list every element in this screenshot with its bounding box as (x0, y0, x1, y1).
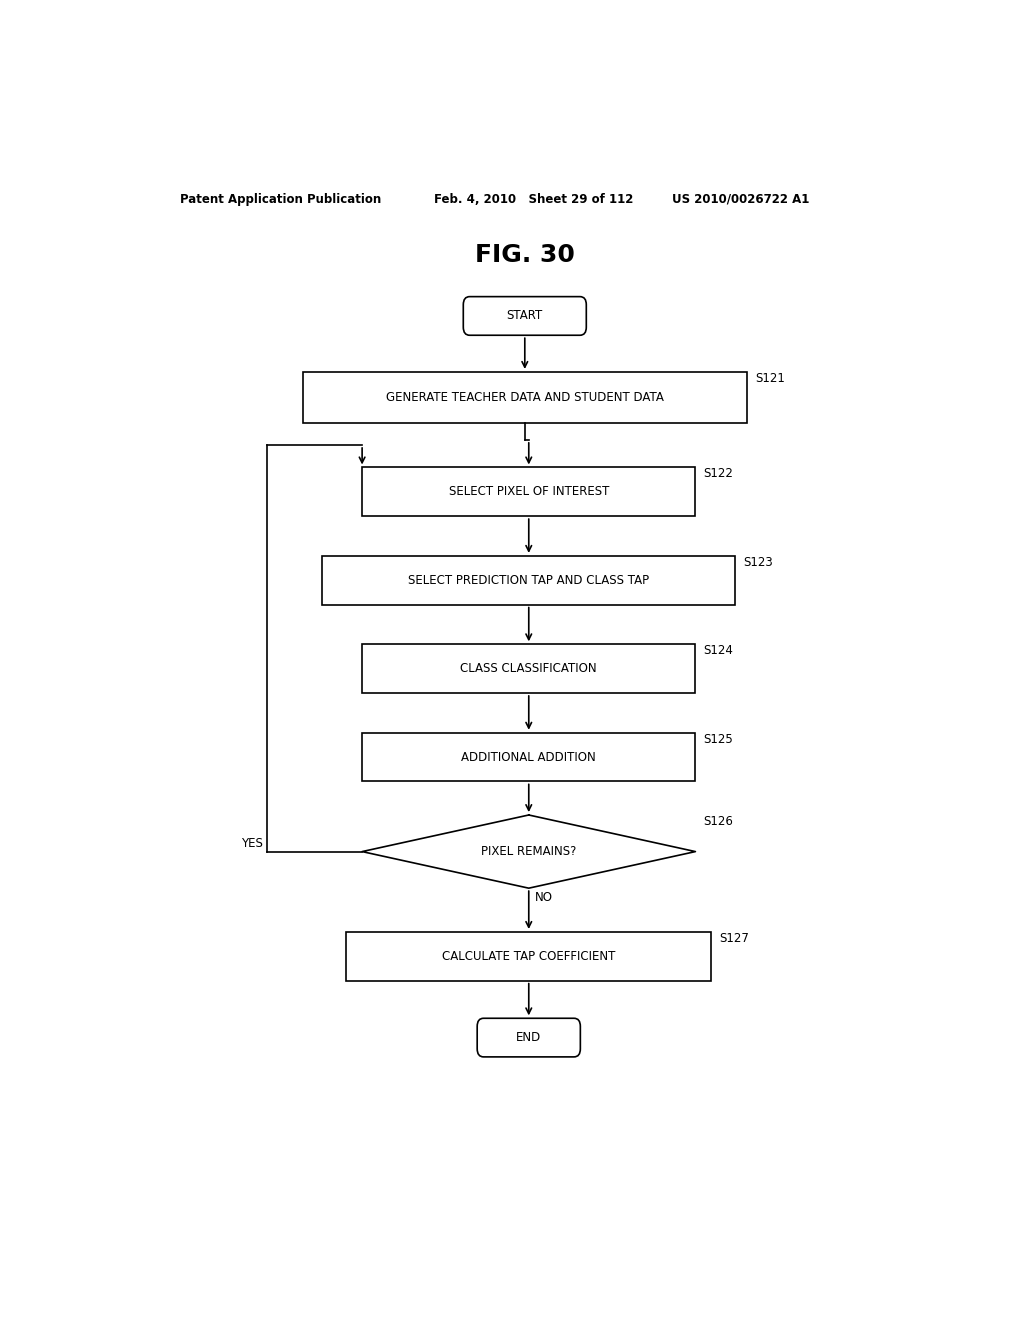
Text: NO: NO (536, 891, 553, 904)
FancyBboxPatch shape (477, 1018, 581, 1057)
Text: S125: S125 (703, 733, 733, 746)
FancyBboxPatch shape (463, 297, 587, 335)
Text: SELECT PREDICTION TAP AND CLASS TAP: SELECT PREDICTION TAP AND CLASS TAP (409, 574, 649, 586)
Bar (362, 733, 695, 781)
Text: S124: S124 (703, 644, 733, 657)
Polygon shape (362, 814, 695, 888)
Text: START: START (507, 309, 543, 322)
Text: ADDITIONAL ADDITION: ADDITIONAL ADDITION (462, 751, 596, 763)
Text: Feb. 4, 2010   Sheet 29 of 112: Feb. 4, 2010 Sheet 29 of 112 (433, 193, 633, 206)
Text: S127: S127 (719, 932, 750, 945)
Text: CALCULATE TAP COEFFICIENT: CALCULATE TAP COEFFICIENT (442, 950, 615, 962)
Text: US 2010/0026722 A1: US 2010/0026722 A1 (672, 193, 809, 206)
Text: GENERATE TEACHER DATA AND STUDENT DATA: GENERATE TEACHER DATA AND STUDENT DATA (386, 391, 664, 404)
Text: S122: S122 (703, 467, 733, 480)
Text: PIXEL REMAINS?: PIXEL REMAINS? (481, 845, 577, 858)
Text: YES: YES (241, 837, 263, 850)
Text: S123: S123 (743, 556, 773, 569)
Text: SELECT PIXEL OF INTEREST: SELECT PIXEL OF INTEREST (449, 486, 609, 498)
Bar (303, 372, 748, 422)
Bar (346, 932, 712, 981)
Text: CLASS CLASSIFICATION: CLASS CLASSIFICATION (461, 663, 597, 675)
Bar (323, 556, 735, 605)
Text: FIG. 30: FIG. 30 (475, 243, 574, 267)
Bar (362, 467, 695, 516)
Text: S126: S126 (703, 814, 733, 828)
Text: S121: S121 (755, 372, 784, 385)
Bar (362, 644, 695, 693)
Text: END: END (516, 1031, 542, 1044)
Text: Patent Application Publication: Patent Application Publication (179, 193, 381, 206)
